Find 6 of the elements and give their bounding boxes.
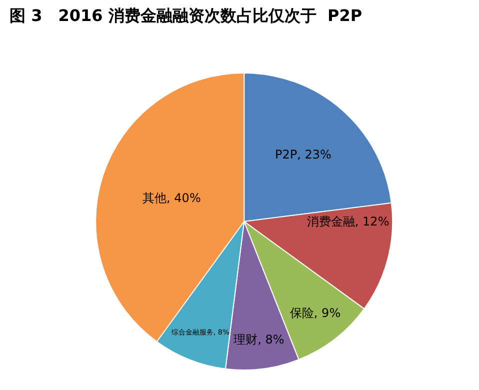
slice-label: 其他, 40% bbox=[142, 190, 201, 205]
slice-label: 消费金融, 12% bbox=[306, 214, 390, 228]
slice-label: P2P, 23% bbox=[274, 147, 332, 162]
slice-label: 理财, 8% bbox=[234, 332, 284, 346]
chart-title: 图 3 2016 消费金融融资次数占比仅次于 P2P bbox=[10, 6, 362, 25]
slice-label: 保险, 9% bbox=[290, 306, 341, 320]
